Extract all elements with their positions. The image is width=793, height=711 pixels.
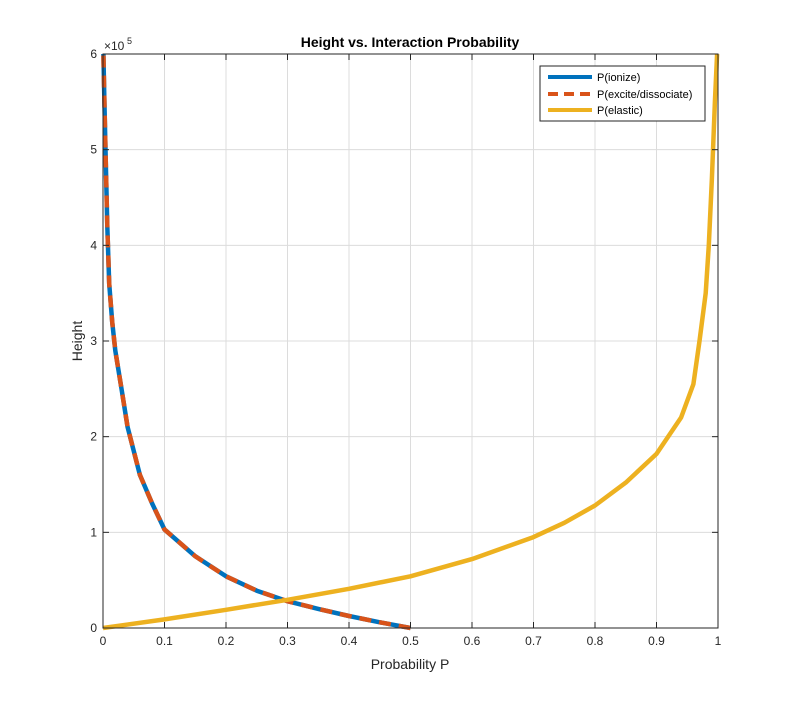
x-tick-label: 0.3	[279, 634, 296, 648]
y-tick-label: 3	[90, 334, 97, 348]
y-tick-label: 5	[90, 143, 97, 157]
y-exponent-base: ×10	[104, 39, 125, 53]
series-line-elastic	[102, 53, 720, 631]
x-tick-label: 1	[715, 634, 722, 648]
x-tick-label: 0.4	[341, 634, 358, 648]
x-axis-label: Probability P	[371, 656, 450, 672]
x-tick-label: 0.7	[525, 634, 542, 648]
y-tick-label: 6	[90, 47, 97, 61]
y-exponent-label: ×10 5	[104, 36, 132, 53]
chart-title: Height vs. Interaction Probability	[301, 34, 520, 50]
x-tick-labels: 0 0.1 0.2 0.3 0.4 0.5 0.6 0.7 0.8 0.9 1	[100, 634, 722, 648]
x-tick-label: 0.9	[648, 634, 665, 648]
x-tick-label: 0.1	[156, 634, 173, 648]
legend-label-excite: P(excite/dissociate)	[597, 89, 692, 101]
ticks	[102, 53, 719, 629]
x-tick-label: 0.8	[587, 634, 604, 648]
x-tick-label: 0	[100, 634, 107, 648]
series-layer	[101, 53, 720, 631]
y-tick-labels: 0 1 2 3 4 5 6	[90, 47, 97, 635]
legend-label-ionize: P(ionize)	[597, 72, 640, 84]
series-line-excite	[101, 53, 411, 631]
y-axis-label: Height	[69, 321, 85, 362]
y-tick-label: 2	[90, 430, 97, 444]
x-tick-label: 0.5	[402, 634, 419, 648]
legend-label-elastic: P(elastic)	[597, 105, 643, 117]
legend: P(ionize) P(excite/dissociate) P(elastic…	[539, 65, 706, 122]
x-tick-label: 0.2	[218, 634, 235, 648]
y-tick-label: 4	[90, 238, 97, 252]
y-exponent-power: 5	[127, 36, 132, 46]
y-tick-label: 0	[90, 621, 97, 635]
x-tick-label: 0.6	[464, 634, 481, 648]
y-tick-label: 1	[90, 525, 97, 539]
